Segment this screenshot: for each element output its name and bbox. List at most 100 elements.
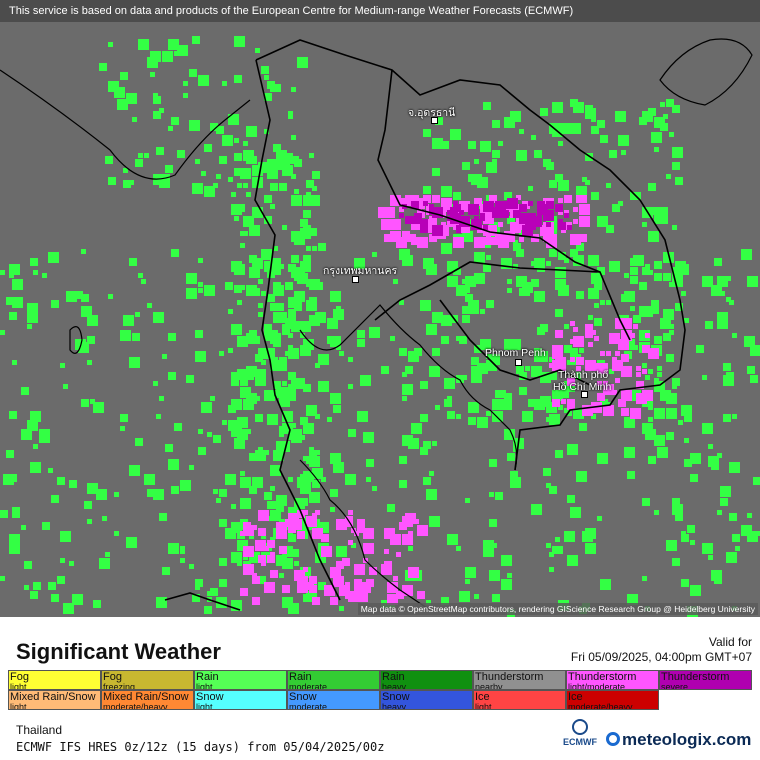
precip-cell [231, 192, 236, 197]
precip-cell [405, 366, 413, 374]
precip-cell [480, 141, 491, 152]
precip-cell [33, 444, 38, 449]
ecmwf-logo: ECMWF [556, 719, 604, 747]
precip-cell [543, 210, 554, 221]
precip-cell [300, 435, 305, 440]
precip-cell [309, 450, 317, 458]
precip-cell [246, 192, 251, 197]
precip-cell [336, 519, 347, 530]
precip-cell [285, 318, 296, 329]
precip-cell [270, 333, 281, 344]
precip-cell [12, 507, 20, 515]
precip-cell [543, 231, 554, 242]
precip-cell [267, 555, 275, 563]
precip-cell [468, 417, 476, 425]
precip-cell [246, 522, 251, 527]
precip-cell [27, 303, 38, 314]
precip-cell [615, 111, 626, 122]
precip-cell [249, 255, 257, 263]
precip-cell [564, 324, 569, 329]
swatch-label: Fog [10, 671, 29, 683]
precip-cell [402, 255, 413, 266]
precip-cell [429, 366, 440, 377]
precip-cell [69, 561, 74, 566]
precip-cell [240, 378, 248, 386]
precip-cell [528, 186, 533, 191]
precip-cell [195, 351, 206, 362]
precip-cell [237, 204, 242, 209]
precip-cell [486, 411, 491, 416]
precip-cell [288, 111, 293, 116]
precip-cell [576, 366, 581, 371]
precip-cell [357, 591, 368, 602]
precip-cell [204, 186, 215, 197]
precip-cell [555, 204, 563, 212]
precip-cell [153, 93, 158, 98]
precip-cell [513, 339, 518, 344]
precip-cell [240, 432, 245, 437]
precip-cell [489, 363, 494, 368]
precip-cell [0, 510, 8, 518]
precip-cell [207, 591, 212, 596]
precip-cell [519, 204, 527, 212]
precip-cell [240, 471, 245, 476]
precip-cell [546, 162, 554, 170]
precip-cell [378, 207, 389, 218]
precip-cell [564, 531, 575, 542]
precip-cell [582, 531, 593, 542]
precip-cell [630, 258, 638, 266]
precip-cell [561, 399, 566, 404]
precip-cell [93, 402, 104, 413]
precip-cell [216, 597, 227, 608]
precip-cell [276, 360, 287, 371]
precip-cell [231, 324, 242, 335]
precip-cell [672, 558, 680, 566]
precip-cell [291, 195, 302, 206]
precip-cell [501, 258, 512, 269]
swatch-label: Fog [103, 671, 122, 683]
precip-cell [213, 489, 218, 494]
precip-cell [288, 345, 293, 350]
precip-cell [651, 300, 659, 308]
weather-map[interactable]: This service is based on data and produc… [0, 0, 760, 617]
precip-cell [168, 126, 173, 131]
precip-cell [297, 477, 308, 488]
precip-cell [63, 603, 74, 614]
precip-cell [282, 165, 293, 176]
precip-cell [459, 222, 470, 233]
valid-for-label: Valid for [708, 635, 752, 649]
precip-cell [255, 540, 266, 551]
precip-cell [420, 381, 428, 389]
precip-cell [564, 195, 572, 203]
precip-cell [294, 498, 305, 509]
precip-cell [309, 456, 320, 467]
precip-cell [720, 291, 725, 296]
precip-cell [729, 300, 734, 305]
precip-cell [285, 282, 293, 290]
precip-cell [282, 381, 287, 386]
precip-cell [534, 291, 545, 302]
meteologix-brand[interactable]: meteologix.com [606, 730, 751, 750]
precip-cell [357, 339, 365, 347]
precip-cell [438, 225, 449, 236]
precip-cell [726, 276, 731, 281]
precip-cell [252, 573, 257, 578]
precip-cell [294, 291, 305, 302]
precip-cell [669, 324, 674, 329]
precip-cell [555, 309, 563, 317]
precip-cell [261, 249, 272, 260]
precip-cell [294, 561, 299, 566]
precip-cell [624, 330, 632, 338]
precip-cell [231, 372, 239, 380]
precip-cell [204, 78, 209, 83]
precip-cell [432, 138, 443, 149]
precip-cell [654, 273, 662, 281]
swatch-sublabel: light [10, 682, 27, 690]
precip-cell [570, 348, 578, 356]
precip-cell [225, 474, 236, 485]
precip-cell [234, 153, 242, 161]
precip-cell [519, 129, 524, 134]
precip-cell [24, 561, 32, 569]
precip-cell [354, 531, 359, 536]
precip-cell [342, 558, 350, 566]
